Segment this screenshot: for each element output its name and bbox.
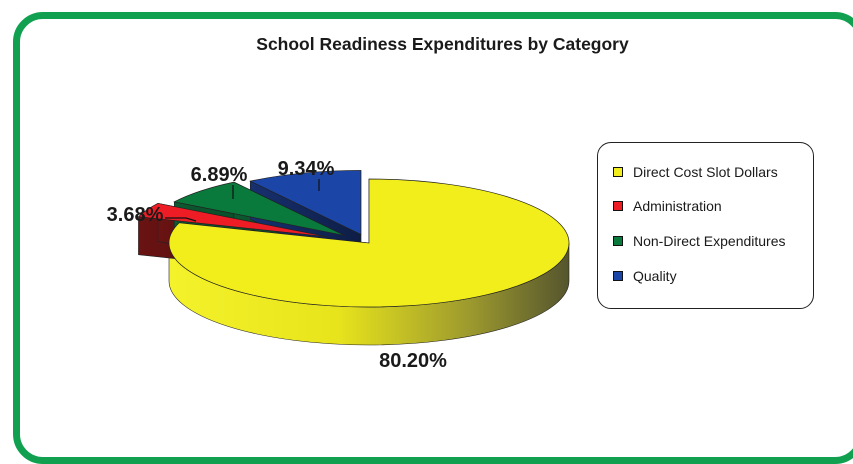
legend-item-2: Non-Direct Expenditures bbox=[613, 231, 786, 251]
slice-2 bbox=[173, 181, 345, 236]
legend-label-0: Direct Cost Slot Dollars bbox=[633, 164, 778, 180]
legend-item-3: Quality bbox=[613, 266, 677, 286]
slice-3 bbox=[249, 170, 362, 235]
data-label-3: 9.34% bbox=[278, 158, 335, 180]
leader-line-1 bbox=[165, 217, 197, 222]
legend-swatch-0 bbox=[613, 167, 623, 177]
legend-label-1: Administration bbox=[633, 198, 722, 214]
legend-swatch-2 bbox=[613, 236, 623, 246]
legend-item-0: Direct Cost Slot Dollars bbox=[613, 162, 778, 182]
legend-swatch-3 bbox=[613, 271, 623, 281]
slice-0 bbox=[168, 178, 570, 308]
legend: Direct Cost Slot Dollars Administration No… bbox=[597, 142, 814, 309]
chart-title: School Readiness Expenditures by Categor… bbox=[256, 34, 629, 54]
legend-item-1: Administration bbox=[613, 196, 722, 216]
pie-chart: 80.20% 3.68% 6.89% 9.34% bbox=[107, 158, 570, 372]
legend-label-3: Quality bbox=[633, 268, 677, 284]
slice-1 bbox=[137, 202, 329, 238]
legend-label-2: Non-Direct Expenditures bbox=[633, 233, 786, 249]
legend-swatch-1 bbox=[613, 201, 623, 211]
data-label-0: 80.20% bbox=[379, 350, 447, 372]
data-label-1: 3.68% bbox=[107, 204, 164, 226]
data-label-2: 6.89% bbox=[191, 164, 248, 186]
